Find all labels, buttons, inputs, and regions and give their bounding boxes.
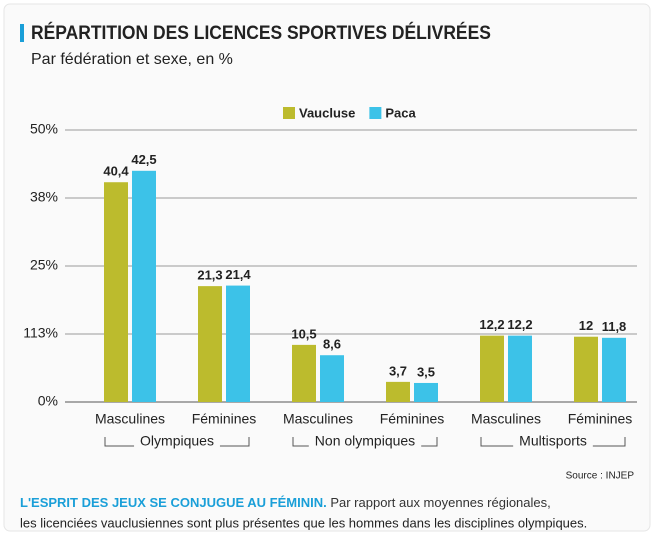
bar — [602, 337, 626, 402]
card — [3, 3, 651, 532]
value-label: 3,5 — [417, 364, 435, 379]
bar — [226, 285, 250, 402]
value-label: 3,7 — [389, 363, 407, 378]
x-tick-label: Féminines — [192, 411, 257, 427]
value-label: 12,2 — [507, 317, 532, 332]
bar — [414, 382, 438, 402]
footer-text: L'ESPRIT DES JEUX SE CONJUGUE AU FÉMININ… — [20, 495, 551, 510]
group-bracket — [480, 437, 626, 447]
x-tick-label: Masculines — [95, 411, 165, 427]
footer-line1: Par rapport aux moyennes régionales, — [330, 495, 550, 510]
bar — [198, 286, 222, 402]
y-tick-label: 38% — [30, 189, 58, 205]
bar — [104, 182, 128, 402]
y-tick-label: 50% — [30, 121, 58, 137]
bar — [386, 381, 410, 402]
value-label: 8,6 — [323, 337, 341, 352]
value-label: 12 — [579, 318, 593, 333]
y-tick-label: 113% — [23, 325, 58, 341]
bar — [132, 170, 156, 402]
value-label: 21,4 — [225, 267, 251, 282]
group-label: Multisports — [519, 433, 587, 449]
bar — [574, 336, 598, 402]
value-label: 40,4 — [103, 164, 129, 179]
legend-swatch — [283, 107, 295, 119]
chart-subtitle: Par fédération et sexe, en % — [31, 51, 233, 68]
footer-headline: L'ESPRIT DES JEUX SE CONJUGUE AU FÉMININ… — [20, 495, 327, 510]
group-bracket — [292, 437, 438, 447]
bar — [508, 335, 532, 402]
group-bracket — [104, 437, 250, 447]
value-label: 21,3 — [197, 268, 222, 283]
value-label: 11,8 — [602, 319, 627, 334]
value-label: 42,5 — [131, 152, 156, 167]
value-label: 12,2 — [479, 317, 504, 332]
legend-label: Vaucluse — [299, 105, 355, 120]
bar — [480, 335, 504, 402]
legend-label: Paca — [385, 105, 416, 120]
x-tick-label: Masculines — [471, 411, 541, 427]
y-tick-label: 0% — [38, 393, 58, 409]
value-label: 10,5 — [291, 326, 316, 341]
footer-line2: les licenciées vauclusiennes sont plus p… — [20, 515, 587, 530]
group-label: Non olympiques — [315, 433, 415, 449]
source: Source : INJEP — [566, 471, 635, 482]
bar — [320, 355, 344, 402]
legend-swatch — [369, 107, 382, 119]
x-tick-label: Masculines — [283, 411, 353, 427]
x-tick-label: Féminines — [568, 411, 633, 427]
x-tick-label: Féminines — [380, 411, 445, 427]
bar — [292, 344, 316, 402]
chart-title: RÉPARTITION DES LICENCES SPORTIVES DÉLIV… — [31, 21, 491, 43]
group-label: Olympiques — [140, 433, 214, 449]
title-accent — [20, 24, 24, 42]
y-tick-label: 25% — [30, 257, 58, 273]
